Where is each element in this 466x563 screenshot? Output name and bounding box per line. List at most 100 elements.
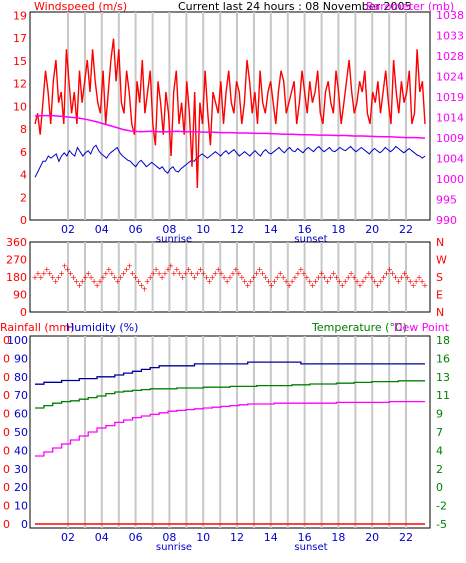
wind-tick-0: 0 — [20, 214, 27, 227]
x-tick-22: 22 — [399, 223, 413, 236]
direction-point: + — [336, 277, 343, 286]
direction-point: + — [324, 277, 331, 286]
direction-point: + — [366, 269, 373, 278]
temperature-tick--5: -5 — [436, 518, 447, 531]
x-tick-22: 22 — [399, 531, 413, 544]
direction-point: + — [422, 281, 429, 290]
direction-point: + — [191, 273, 198, 282]
direction-tick-270: 270 — [6, 254, 27, 267]
baro-tick-1028: 1028 — [436, 50, 464, 63]
wind-average-line — [34, 144, 426, 178]
dewpoint-axis-title: Dew Point — [394, 321, 450, 334]
direction-point: + — [410, 281, 417, 290]
rain-tick: 0 — [3, 352, 10, 365]
baro-tick-990: 990 — [436, 214, 457, 227]
direction-point: + — [120, 269, 127, 278]
direction-tick-360: 360 — [6, 236, 27, 249]
direction-point: + — [41, 269, 48, 278]
direction-point: + — [306, 277, 313, 286]
direction-point: + — [94, 281, 101, 290]
direction-point: + — [354, 277, 361, 286]
windspeed-axis-title: Windspeed (m/s) — [34, 0, 127, 13]
wind-direction-plot-area — [29, 241, 431, 313]
temperature-tick-16: 16 — [436, 352, 450, 365]
direction-point: + — [224, 277, 231, 286]
direction-tick-0: 0 — [20, 306, 27, 319]
direction-point: + — [58, 269, 65, 278]
sunrise-marker: sunrise — [156, 542, 192, 553]
direction-point: + — [129, 269, 136, 278]
x-tick-14: 14 — [264, 531, 278, 544]
direction-point: + — [277, 269, 284, 278]
direction-point: + — [43, 265, 50, 274]
sunset-marker: sunset — [294, 234, 327, 245]
temperature-tick-0: 0 — [436, 481, 443, 494]
direction-point: + — [126, 261, 133, 270]
humidity-tick-0: 0 — [21, 518, 28, 531]
rain-tick: 0 — [3, 444, 10, 457]
x-tick-06: 06 — [129, 531, 143, 544]
direction-point: + — [274, 273, 281, 282]
baro-tick-1024: 1024 — [436, 71, 464, 84]
direction-point: + — [318, 269, 325, 278]
direction-point: + — [132, 273, 139, 282]
direction-point: + — [250, 273, 257, 282]
compass-tick-E: E — [436, 289, 443, 302]
temperature-tick-11: 11 — [436, 389, 450, 402]
wind-baro-plot-area — [29, 11, 431, 221]
barometer-axis-title: Barometer (mb) — [366, 0, 454, 13]
humidity-tick-80: 80 — [14, 371, 28, 384]
direction-point: + — [173, 265, 180, 274]
temperature-tick-9: 9 — [436, 408, 443, 421]
temperature-tick-2: 2 — [436, 463, 443, 476]
direction-point: + — [194, 269, 201, 278]
x-tick-10: 10 — [196, 223, 210, 236]
humidity-tick-60: 60 — [14, 408, 28, 421]
x-tick-10: 10 — [196, 531, 210, 544]
direction-point: + — [159, 273, 166, 282]
direction-point: + — [52, 277, 59, 286]
direction-point: + — [315, 273, 322, 282]
x-tick-14: 14 — [264, 223, 278, 236]
wind-tick-4: 4 — [20, 169, 27, 182]
direction-point: + — [363, 273, 370, 282]
baro-tick-1004: 1004 — [436, 153, 464, 166]
direction-point: + — [185, 265, 192, 274]
direction-point: + — [271, 277, 278, 286]
direction-point: + — [97, 277, 104, 286]
rain-tick: 0 — [3, 518, 10, 531]
x-tick-20: 20 — [365, 223, 379, 236]
humidity-tick-10: 10 — [14, 500, 28, 513]
x-tick-02: 02 — [61, 531, 75, 544]
direction-tick-180: 180 — [6, 271, 27, 284]
x-tick-08: 08 — [162, 223, 176, 236]
direction-point: + — [171, 269, 178, 278]
direction-point: + — [398, 273, 405, 282]
direction-point: + — [135, 277, 142, 286]
direction-point: + — [280, 273, 287, 282]
direction-point: + — [253, 269, 260, 278]
humidity-line — [35, 361, 425, 385]
direction-point: + — [188, 269, 195, 278]
direction-point: + — [395, 277, 402, 286]
wind-tick-6: 6 — [20, 146, 27, 159]
baro-tick-1033: 1033 — [436, 30, 464, 43]
x-tick-06: 06 — [129, 223, 143, 236]
direction-point: + — [197, 265, 204, 274]
direction-point: + — [117, 273, 124, 282]
direction-point: + — [368, 273, 375, 282]
rainfall-axis-title: Rainfall (mm) — [0, 321, 74, 334]
direction-point: + — [351, 273, 358, 282]
direction-tick-90: 90 — [13, 289, 27, 302]
temperature-axis-title: Temperature (°C) — [311, 321, 407, 334]
direction-point: + — [123, 265, 130, 274]
direction-point: + — [100, 273, 107, 282]
direction-point: + — [345, 273, 352, 282]
direction-point: + — [55, 273, 62, 282]
direction-point: + — [268, 281, 275, 290]
direction-point: + — [103, 269, 110, 278]
direction-point: + — [61, 261, 68, 270]
direction-point: + — [162, 269, 169, 278]
direction-point: + — [233, 265, 240, 274]
temperature-tick--2: -2 — [436, 500, 447, 513]
